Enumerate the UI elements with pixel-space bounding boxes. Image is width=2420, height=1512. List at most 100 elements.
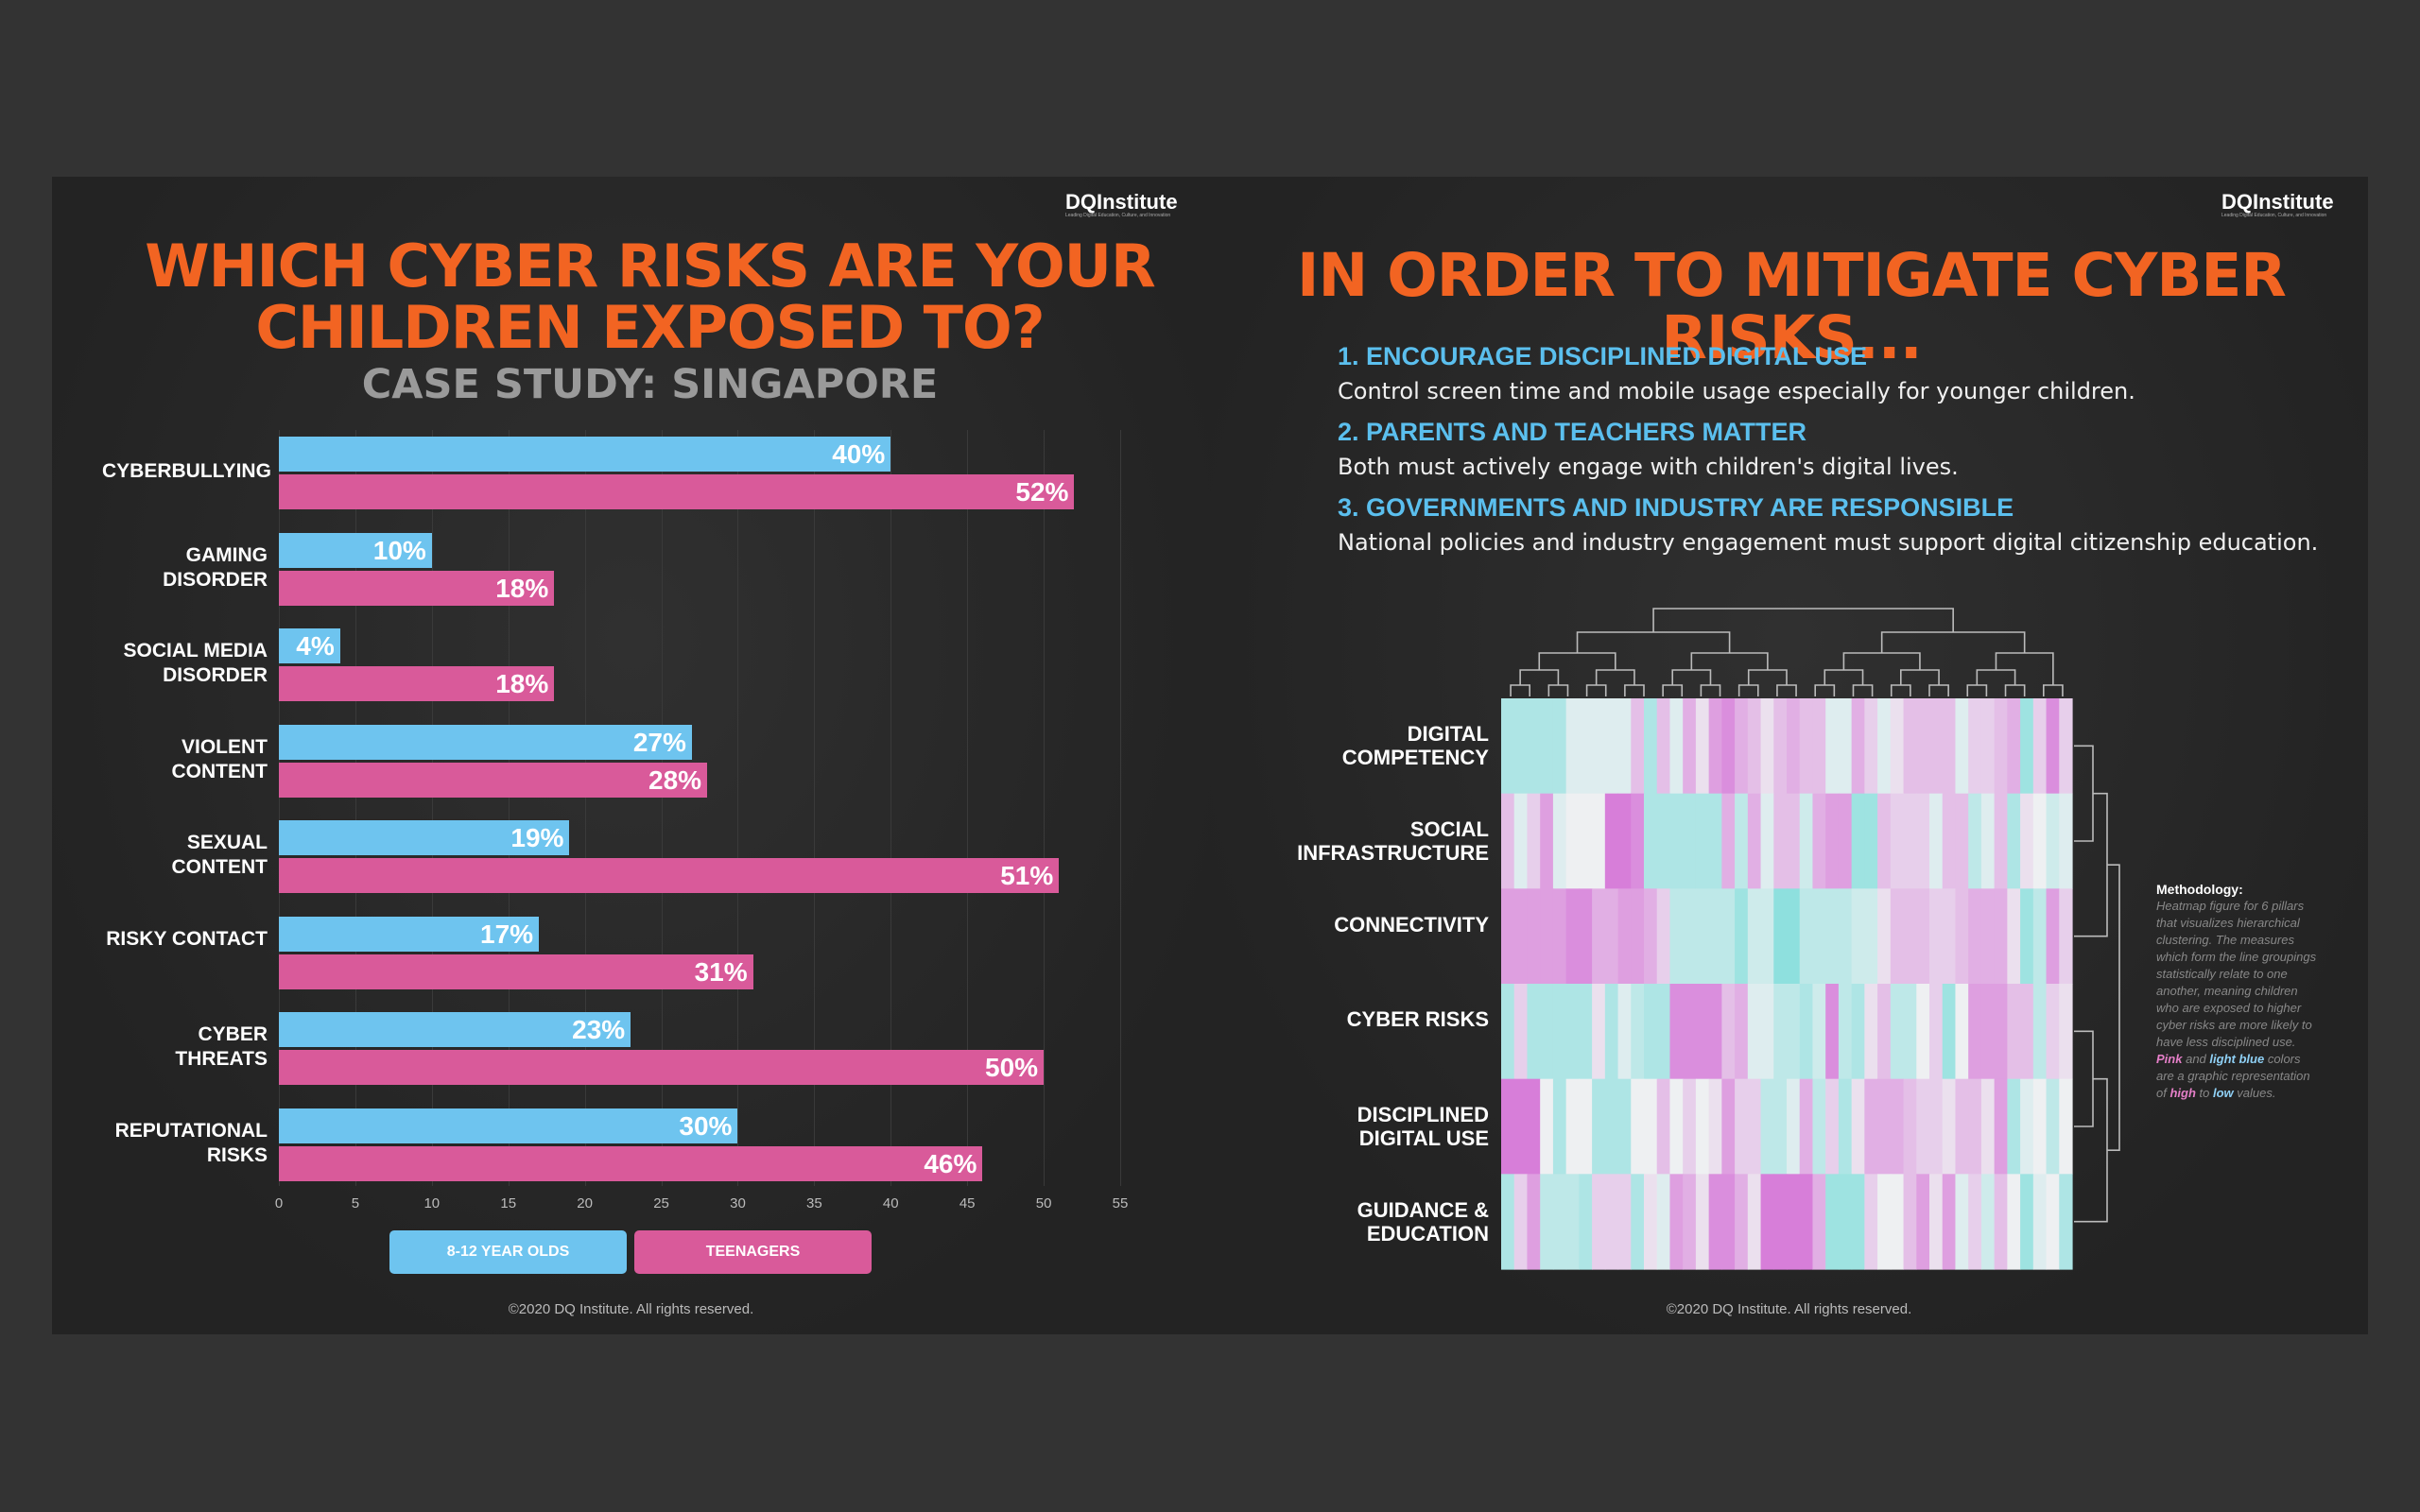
left-panel: DQInstitute Leading Digital Education, C… [52,177,1210,1334]
heatmap-cell [1592,1174,1606,1270]
heatmap-cell [1994,698,2008,795]
heatmap-cell [1916,984,1930,1080]
heatmap-cell [1955,888,1969,985]
heatmap-cell [1955,793,1969,889]
heatmap-cell [1617,984,1632,1080]
heatmap-cell [1838,888,1853,985]
bar-value-label: 27% [632,727,686,757]
dendrogram-branch [1900,669,1940,685]
heatmap-cell [1735,984,1749,1080]
bar-value-label: 28% [648,765,702,795]
heatmap-cell [1890,1174,1905,1270]
heatmap-cell [1669,698,1684,795]
heatmap-cell [1683,698,1697,795]
bar-value-label: 30% [679,1110,733,1141]
heatmap-cell [1825,888,1840,985]
category-label: CYBER THREATS [175,1023,268,1070]
heatmap-cell [1773,1078,1788,1175]
heatmap-cell [2032,793,2048,889]
dendrogram-branch [1576,631,1731,653]
x-gridline [661,430,663,1186]
dendrogram-branch [1737,684,1759,696]
heatmap-cell [1579,984,1593,1080]
heatmap-cell [1903,698,1917,795]
x-gridline [737,430,739,1186]
x-tick-label: 20 [577,1195,593,1211]
heatmap-cell [1877,1078,1892,1175]
x-tick-label: 0 [274,1195,284,1211]
dendrogram-branch [1880,631,2026,653]
heatmap-cell [1838,793,1853,889]
dendrogram-branch [1700,684,1721,696]
heatmap-cell [1773,888,1788,985]
heatmap-cell [1527,793,1541,889]
heatmap-cell [1579,1174,1593,1270]
x-tick-label: 35 [806,1195,822,1211]
heatmap-cell [2046,888,2060,985]
heatmap-cell [1890,793,1905,889]
heatmap-cell [1656,984,1671,1080]
heatmap-cell [1980,1174,1996,1270]
heatmap-cell [1501,1078,1515,1175]
heatmap-cell [1825,1078,1840,1175]
heatmap-cell [1812,698,1826,795]
dendrogram-branch [2107,864,2120,1151]
dendrogram-branch [1624,684,1645,696]
heatmap-cell [1929,1174,1944,1270]
bar-8-12-year-olds: 27% [279,724,692,760]
heatmap-cell [2032,984,2048,1080]
heatmap-cell [1799,698,1814,795]
dendrogram-branch [1995,652,2054,685]
heatmap-cell [1760,1078,1774,1175]
heatmap-cell [1708,1078,1722,1175]
category-label: SOCIAL MEDIA DISORDER [123,640,268,686]
bar-8-12-year-olds: 40% [279,437,891,472]
heatmap-cell [1735,1078,1749,1175]
heatmap-cell [1735,1174,1749,1270]
heatmap-cell [2059,1174,2073,1270]
heatmap-cell [1683,1174,1697,1270]
heatmap-cell [1799,1174,1814,1270]
heatmap-cell [1994,793,2008,889]
heatmap-cell [1916,1078,1930,1175]
heatmap-cell [1864,984,1878,1080]
heatmap-cell [2046,984,2060,1080]
right-copyright: ©2020 DQ Institute. All rights reserved. [1666,1301,1912,1317]
heatmap-cell [1890,888,1905,985]
heatmap-cell [1747,984,1762,1080]
dendrogram-branch [1585,684,1607,696]
heatmap-cell [1669,1078,1684,1175]
heatmap-cell [1864,698,1878,795]
heatmap-cell [1980,698,1996,795]
heatmap-cell [2059,698,2073,795]
x-gridline [431,430,433,1186]
heatmap-cell [1942,888,1957,985]
heatmap-cell [1968,1174,1982,1270]
bar-value-label: 23% [572,1015,626,1044]
heatmap-cell [1604,888,1619,985]
dendrogram-branch [1547,684,1569,696]
heatmap-cell [1773,698,1788,795]
heatmap-cell [1604,698,1619,795]
heatmap-cell [1812,888,1826,985]
chart-title: WHICH CYBER RISKS ARE YOUR CHILDREN EXPO… [145,232,1156,363]
heatmap-cell [1695,1078,1710,1175]
dendrogram-branch [1510,684,1530,696]
bar-value-label: 19% [510,823,564,852]
dendrogram-branch [1671,669,1712,685]
bar-value-label: 40% [832,439,886,469]
heatmap-cell [1565,793,1580,889]
heatmap-cell [1838,698,1853,795]
heatmap-cell [1604,1174,1619,1270]
methodology-heading: Methodology: [2156,882,2243,897]
heatmap-cell [1656,888,1671,985]
x-tick-label: 5 [351,1195,360,1211]
heatmap-cell [1980,984,1996,1080]
point-2-text: Both must actively engage with children'… [1338,454,1959,480]
heatmap-cell [1695,698,1710,795]
heatmap-cell [1799,793,1814,889]
dendrogram-branch [1976,669,2016,685]
heatmap-cell [2020,793,2034,889]
heatmap-cell [1838,1174,1853,1270]
bar-value-label: 4% [296,631,335,661]
